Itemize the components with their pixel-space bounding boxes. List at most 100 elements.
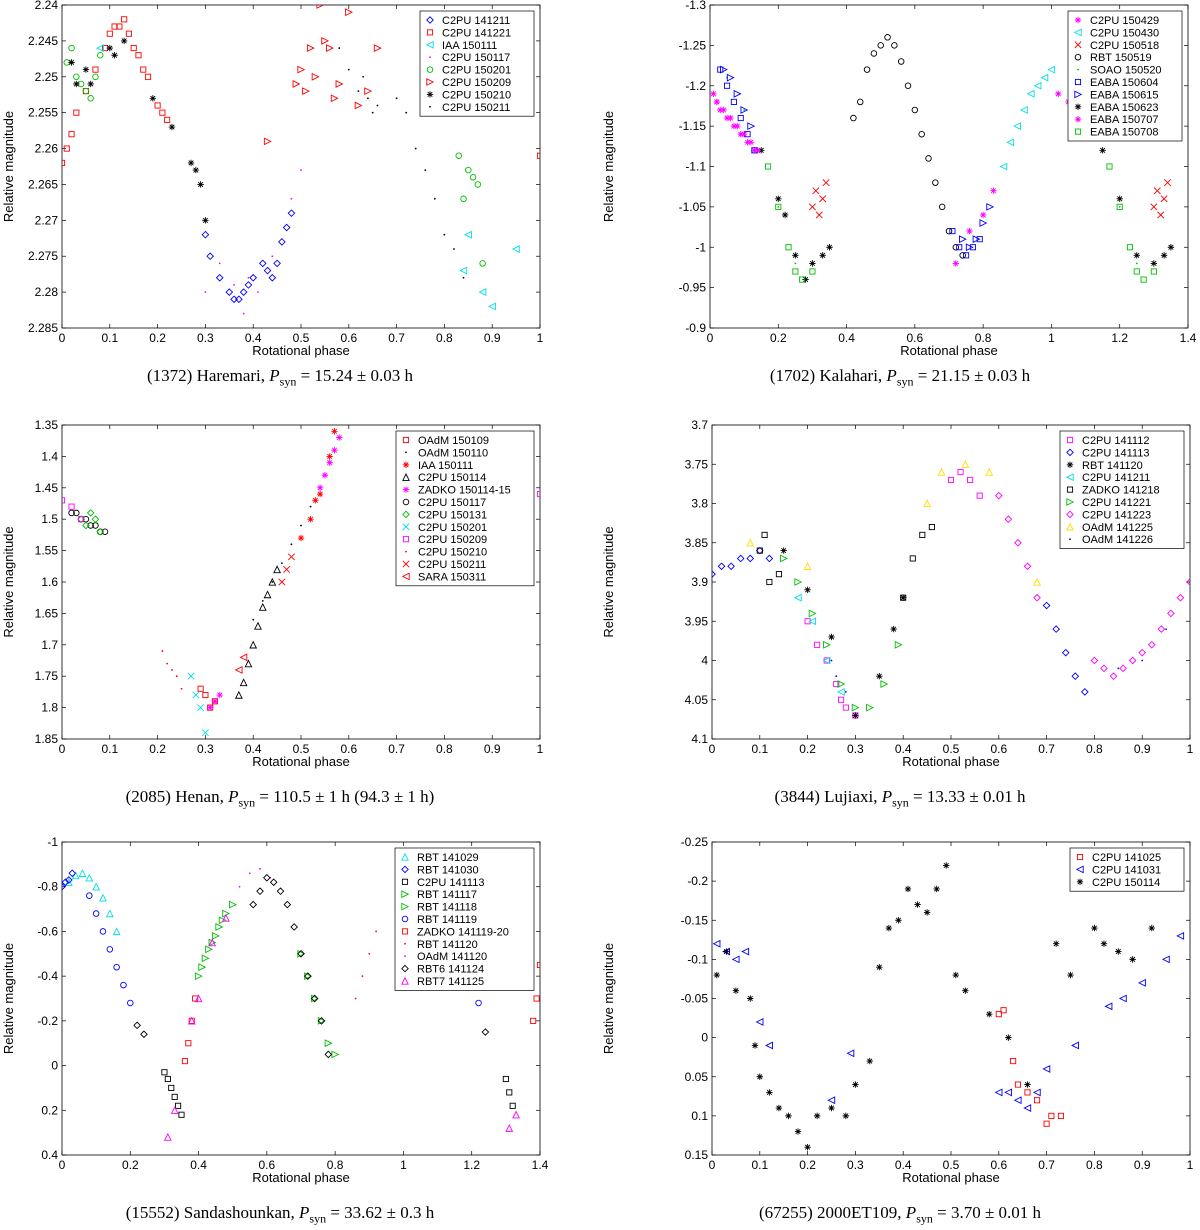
x-tick-label: 1.4 [1180, 331, 1197, 345]
data-point [880, 680, 889, 688]
y-tick-label: 1.6 [41, 575, 58, 589]
legend-marker [1066, 486, 1074, 493]
data-point [1117, 667, 1120, 670]
data-point [937, 467, 946, 476]
data-point [723, 114, 731, 122]
data-point [1167, 244, 1175, 251]
legend-marker [429, 56, 431, 59]
data-point [368, 952, 371, 955]
data-point [952, 971, 959, 979]
x-tick-label: 0.7 [1038, 742, 1055, 756]
data-point [1024, 1081, 1031, 1088]
data-point [112, 927, 121, 936]
data-point [1033, 81, 1042, 90]
legend-marker [1066, 522, 1074, 531]
data-point [943, 862, 950, 869]
data-point [192, 691, 200, 699]
data-point [1052, 625, 1060, 633]
panel-haremari: 0 0.1 0.2 0.3 0.4 0.5 0.6 0.7 0.8 0.9 1 2.24 2.245 2.… [0, 0, 560, 400]
lightcurve-chart: 0 0.1 0.2 0.3 0.4 0.5 0.6 0.7 0.8 0.9 1 2.24 2.245 2.… [1, 0, 544, 358]
legend-marker [401, 878, 409, 885]
y-tick-label: -0.15 [681, 913, 709, 927]
x-axis-label: Rotational phase [900, 343, 998, 358]
data-point [717, 562, 726, 571]
data-point [717, 106, 724, 114]
data-point [68, 509, 75, 517]
data-point [144, 73, 152, 80]
data-point [827, 1096, 836, 1105]
data-point [1042, 601, 1051, 610]
data-point [536, 491, 540, 498]
x-axis-label: Rotational phase [252, 1170, 350, 1185]
data-point [197, 181, 204, 188]
legend-marker [402, 510, 410, 519]
data-point [300, 524, 302, 527]
data-point [890, 625, 897, 633]
legend-marker [402, 486, 410, 493]
legend-box [1067, 10, 1183, 142]
x-tick-label: 0.8 [1086, 742, 1103, 756]
data-point [154, 102, 161, 109]
legend-marker [1074, 128, 1082, 135]
data-point [307, 516, 314, 523]
data-point [904, 82, 912, 89]
data-point [754, 147, 761, 154]
data-point [737, 131, 744, 138]
data-point [747, 122, 756, 131]
data-point [367, 97, 369, 100]
data-point [455, 152, 462, 159]
data-point [904, 885, 912, 893]
data-point [1099, 147, 1106, 154]
data-point [256, 887, 264, 896]
data-point [756, 1073, 763, 1080]
data-point [1013, 122, 1021, 131]
data-point [919, 531, 926, 538]
data-point [206, 252, 215, 261]
data-point [894, 640, 903, 649]
legend-label: C2PU 150211 [418, 559, 486, 571]
x-axis-label: Rotational phase [902, 754, 1000, 769]
legend-label: SOAO 150520 [1090, 65, 1162, 77]
data-point [923, 499, 932, 508]
data-point [310, 994, 319, 1003]
data-point [140, 66, 147, 73]
data-point [271, 581, 274, 583]
data-point [202, 691, 209, 699]
y-tick-label: 2.27 [35, 213, 59, 227]
data-point [273, 259, 281, 268]
data-point [863, 66, 871, 73]
data-point [87, 80, 94, 88]
data-point [73, 109, 80, 116]
data-point [792, 268, 799, 275]
y-tick-label: 3.7 [691, 418, 708, 432]
data-point [1147, 640, 1156, 649]
data-point [106, 44, 113, 52]
data-point [171, 669, 173, 671]
data-point [986, 202, 995, 211]
data-point [746, 538, 755, 547]
data-point [505, 1123, 514, 1132]
data-point [712, 570, 716, 578]
x-tick-label: 0.4 [190, 1158, 207, 1172]
data-point [891, 42, 898, 49]
data-point [746, 554, 755, 563]
legend-marker [401, 852, 409, 861]
data-point [68, 59, 75, 66]
data-point [1186, 578, 1190, 586]
data-point [957, 469, 964, 476]
data-point [1013, 1096, 1022, 1105]
legend-label: C2PU 150430 [1090, 27, 1159, 39]
legend-label: RBT 141030 [417, 864, 479, 876]
legend-label: OAdM 141120 [417, 951, 487, 963]
data-point [326, 453, 333, 460]
data-point [925, 155, 932, 162]
data-point [986, 1010, 993, 1018]
legend-marker [401, 915, 409, 923]
y-tick-label: -1.1 [685, 160, 706, 174]
data-point [127, 999, 134, 1007]
data-point [1033, 1097, 1041, 1104]
data-point [1057, 1112, 1064, 1119]
data-point [502, 1075, 509, 1083]
data-point [720, 65, 728, 74]
